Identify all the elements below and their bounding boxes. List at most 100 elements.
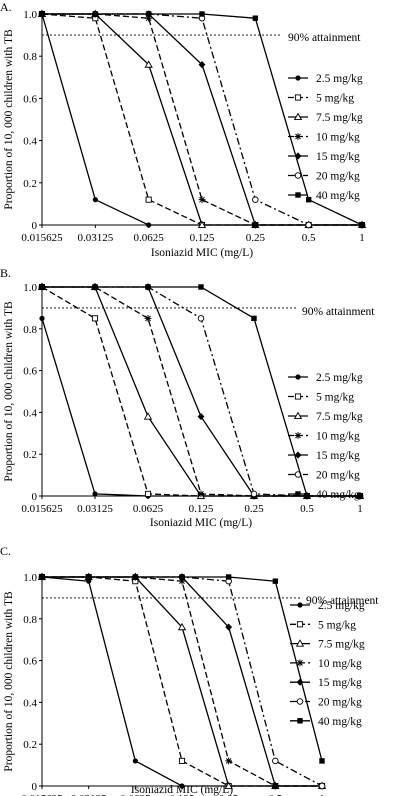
series-line [41, 318, 360, 497]
data-point [271, 782, 279, 790]
data-point [198, 196, 206, 204]
data-point [132, 758, 138, 764]
legend-label: 5 mg/kg [316, 392, 354, 404]
legend-label: 15 mg/kg [316, 151, 360, 163]
legend-marker [295, 374, 301, 380]
legend-label: 7.5 mg/kg [316, 411, 363, 423]
data-point [85, 574, 92, 580]
series-line [42, 13, 362, 226]
data-point [143, 412, 153, 420]
data-point [39, 284, 45, 290]
data-point [92, 491, 98, 497]
y-tick-label: 0.4 [23, 136, 37, 148]
data-point [224, 781, 233, 790]
reference-line-label: 90% attainment [288, 32, 361, 44]
data-point [92, 197, 98, 203]
data-point [145, 14, 153, 22]
series-line [42, 576, 322, 787]
data-point [179, 574, 185, 580]
x-tick-label: 0.125 [190, 232, 215, 244]
x-tick-label: 0.03125 [77, 503, 113, 515]
y-tick-label: 0.8 [23, 51, 37, 63]
series-7 [39, 574, 325, 764]
y-tick-label: 0.6 [23, 366, 37, 378]
x-tick-label: 0.015625 [21, 793, 63, 796]
legend-marker [294, 432, 302, 439]
data-point [39, 315, 45, 321]
reference-line-label: 90% attainment [302, 306, 375, 318]
series-line [42, 576, 322, 787]
legend-label: 15 mg/kg [318, 677, 362, 689]
legend-marker [296, 698, 304, 705]
series-line [42, 576, 322, 787]
y-tick-label: 0.6 [23, 93, 37, 105]
legend-label: 40 mg/kg [318, 716, 362, 728]
y-axis-title: Proportion of 10, 000 children with TB [3, 301, 15, 482]
y-tick-label: 0 [32, 491, 38, 503]
data-point [144, 490, 152, 497]
series-line [42, 576, 322, 787]
legend-label: 5 mg/kg [318, 619, 356, 631]
x-tick-label: 1 [357, 503, 363, 515]
legend-marker [296, 659, 304, 667]
legend-label: 10 mg/kg [316, 431, 360, 443]
data-point [199, 11, 205, 17]
data-point [144, 60, 153, 68]
legend-label: 7.5 mg/kg [318, 639, 365, 651]
x-tick-label: 1 [359, 232, 365, 244]
data-point [197, 412, 205, 421]
legend-label: 2.5 mg/kg [316, 372, 363, 384]
x-axis-title: Isoniazid MIC (mg/L) [151, 247, 253, 259]
data-point [178, 577, 186, 585]
legend-label: 20 mg/kg [316, 470, 360, 482]
x-tick-label: 0.5 [300, 503, 314, 515]
legend-marker [294, 451, 302, 459]
y-tick-label: 0.4 [23, 407, 37, 419]
data-point [177, 622, 187, 631]
data-point [272, 578, 279, 584]
series-1 [39, 315, 363, 499]
data-point [225, 623, 233, 631]
legend-marker [294, 172, 302, 179]
data-point [318, 782, 326, 790]
x-tick-label: 0.125 [170, 793, 195, 796]
x-tick-label: 0.015625 [21, 503, 63, 515]
data-point [197, 490, 205, 498]
data-point [252, 15, 259, 21]
data-point [197, 220, 207, 229]
x-tick-label: 0.015625 [21, 232, 63, 244]
x-tick-label: 0.0625 [134, 232, 165, 244]
data-point [197, 315, 205, 322]
x-tick-label: 0.25 [244, 503, 264, 515]
legend-marker [294, 152, 302, 160]
data-point [145, 11, 152, 17]
legend-label: 20 mg/kg [318, 697, 362, 709]
series-line [42, 13, 362, 226]
x-tick-label: 0.125 [189, 503, 214, 515]
legend-label: 2.5 mg/kg [316, 73, 363, 85]
data-point [359, 222, 365, 228]
data-point [305, 196, 312, 203]
data-point [145, 284, 151, 290]
legend-marker [296, 678, 304, 686]
data-point [251, 221, 259, 229]
legend-marker [295, 491, 301, 497]
y-tick-label: 0.2 [23, 178, 37, 190]
data-point [92, 11, 99, 17]
legend-marker [294, 94, 302, 101]
x-tick-label: 0.5 [302, 232, 316, 244]
legend-marker [297, 602, 303, 608]
y-tick-label: 1.0 [23, 572, 37, 584]
chart-panel-1: A. 0 0.2 0.4 0.6 0.8 1.0 0.015625 0.03125 0.0625 0… [0, 0, 367, 259]
panel-label: B. [0, 266, 11, 280]
series-7 [39, 11, 365, 228]
legend-label: 20 mg/kg [316, 171, 360, 183]
data-point [252, 196, 259, 203]
legend-marker [294, 393, 302, 400]
data-point [198, 284, 204, 290]
data-point [272, 757, 279, 765]
y-tick-label: 0.6 [23, 656, 37, 668]
legend-label: 7.5 mg/kg [316, 112, 363, 124]
y-tick-label: 0 [32, 781, 38, 793]
reference-line-label: 90% attainment [306, 595, 379, 607]
